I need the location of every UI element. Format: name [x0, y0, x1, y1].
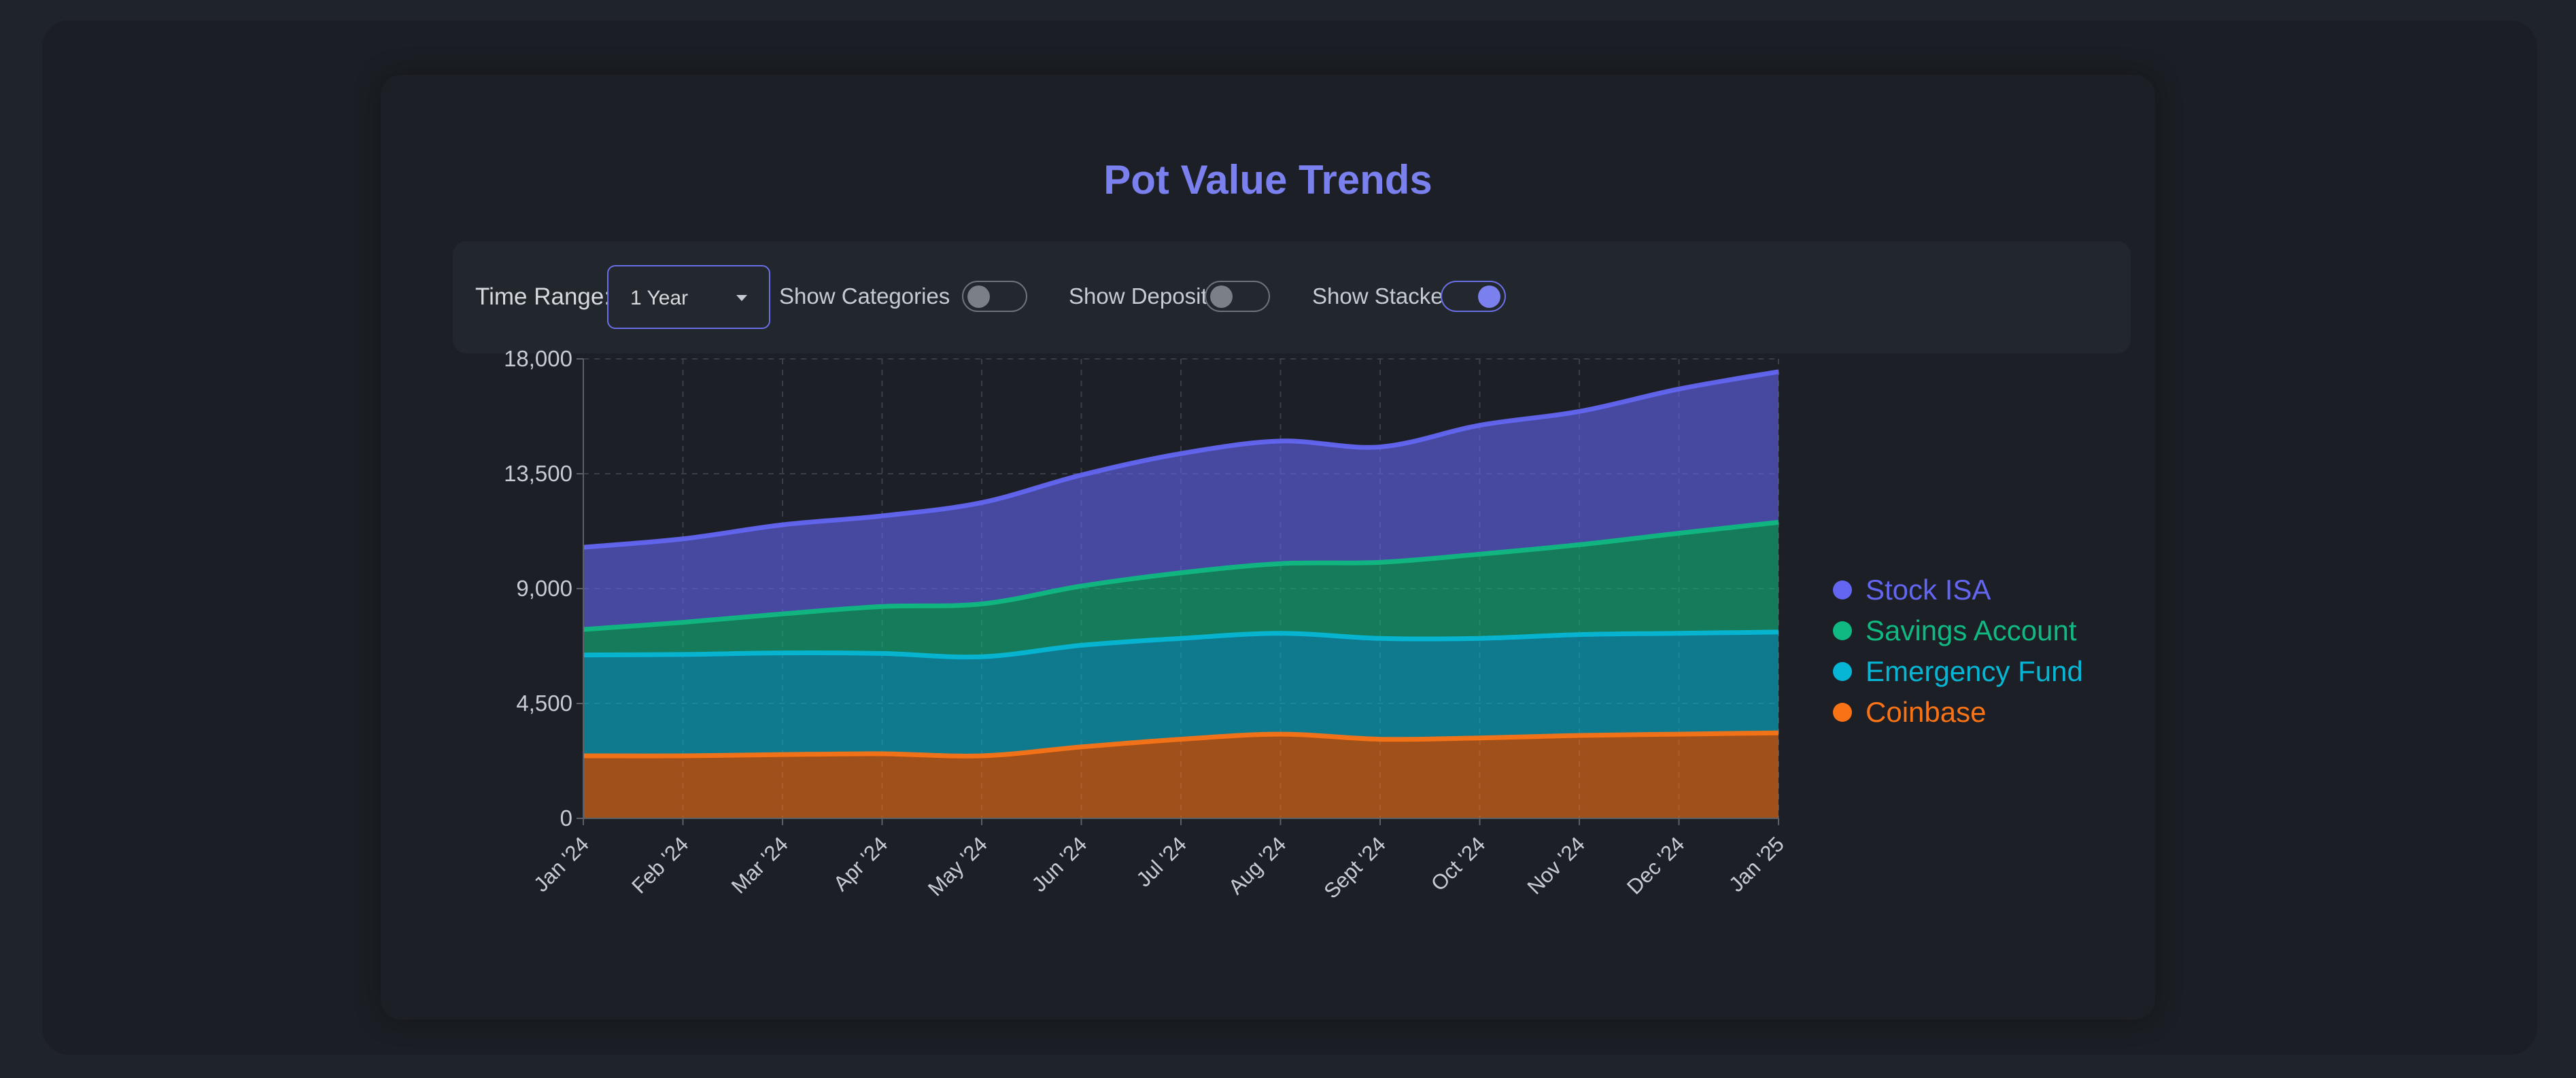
line-coinbase — [583, 730, 1779, 759]
x-tick-label: Oct '24 — [1426, 832, 1490, 896]
show-deposits-toggle[interactable] — [1205, 281, 1270, 312]
show-stacked-toggle[interactable] — [1441, 281, 1506, 312]
legend-marker-emergency-fund — [1833, 662, 1852, 681]
x-tick-label: Jan '24 — [529, 832, 594, 897]
show-categories-toggle[interactable] — [962, 281, 1027, 312]
show-categories-label: Show Categories — [779, 283, 950, 309]
toggle-knob — [1210, 285, 1233, 308]
x-tick-label: Dec '24 — [1622, 832, 1689, 899]
line-stock-isa — [583, 369, 1779, 550]
legend-label-stock-isa: Stock ISA — [1866, 574, 1991, 606]
time-range-select[interactable]: 1 Year — [607, 265, 770, 329]
x-tick-label: Mar '24 — [727, 832, 793, 898]
x-tick-label: Aug '24 — [1224, 832, 1290, 899]
x-tick-label: Nov '24 — [1523, 832, 1590, 899]
y-tick-label: 18,000 — [504, 346, 572, 371]
page-title: Pot Value Trends — [1103, 157, 1432, 203]
y-tick-label: 13,500 — [504, 461, 572, 486]
y-tick-label: 9,000 — [516, 576, 572, 601]
legend-marker-stock-isa — [1833, 580, 1852, 599]
x-tick-label: Jun '24 — [1027, 832, 1092, 897]
y-tick-label: 4,500 — [516, 691, 572, 716]
area-emergency-fund — [583, 631, 1779, 757]
x-tick-label: Apr '24 — [829, 832, 893, 896]
legend-marker-coinbase — [1833, 703, 1852, 722]
legend-label-coinbase: Coinbase — [1866, 696, 1986, 728]
legend-label-emergency-fund: Emergency Fund — [1866, 655, 2083, 687]
legend-marker-savings-account — [1833, 621, 1852, 640]
x-tick-label: Sept '24 — [1319, 832, 1390, 903]
legend-label-savings-account: Savings Account — [1866, 614, 2077, 646]
line-emergency-fund — [583, 629, 1779, 660]
show-deposits-label: Show Deposits — [1069, 283, 1219, 309]
x-tick-label: May '24 — [923, 832, 992, 901]
toggle-knob — [1478, 285, 1500, 308]
area-stock-isa — [583, 371, 1779, 630]
show-stacked-label: Show Stacked — [1312, 283, 1456, 309]
y-tick-label: 0 — [560, 805, 572, 831]
x-tick-label: Jan '25 — [1724, 832, 1789, 897]
time-range-value: 1 Year — [630, 287, 689, 309]
x-tick-label: Jul '24 — [1132, 832, 1191, 891]
time-range-label: Time Range: — [475, 283, 611, 310]
controls-bar: Time Range: 1 Year Show Categories Show … — [453, 241, 2131, 353]
line-savings-account — [583, 519, 1779, 632]
toggle-knob — [967, 285, 990, 308]
x-tick-label: Feb '24 — [627, 832, 693, 898]
chevron-down-icon — [736, 295, 747, 301]
